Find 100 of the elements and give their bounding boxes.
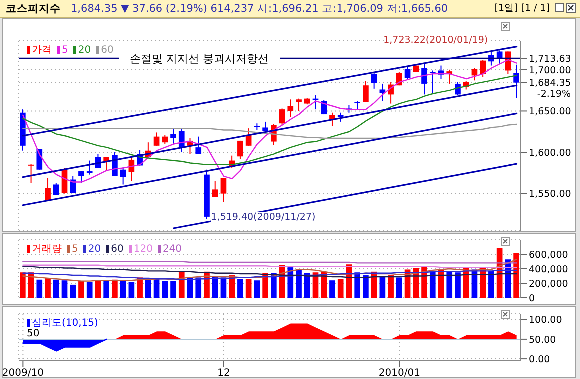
candlestick <box>279 108 286 126</box>
y-tick-label: 600,000 <box>529 250 568 261</box>
y-tick-label: 1,684.35 <box>529 78 572 90</box>
bar <box>212 276 218 298</box>
bar <box>296 269 302 298</box>
bar <box>254 280 260 298</box>
legend-label: 240 <box>162 244 182 254</box>
candlestick <box>120 166 126 186</box>
candlestick <box>238 140 244 160</box>
candlestick <box>86 160 93 176</box>
bar <box>53 280 60 298</box>
legend-label: 20 <box>77 44 92 56</box>
candlestick <box>496 50 503 65</box>
line-series <box>22 266 518 278</box>
bar <box>455 272 461 298</box>
candlestick <box>162 134 168 145</box>
text: -2.19% <box>537 88 571 100</box>
ref-line-label: 손절및 지지선 붕괴시저항선 <box>130 52 270 66</box>
candlestick <box>363 80 369 103</box>
bar <box>488 271 494 298</box>
bar <box>446 271 453 298</box>
candlestick <box>480 60 486 78</box>
legend-label: 60 <box>110 244 124 254</box>
legend-label: 20 <box>87 244 102 254</box>
bar <box>430 271 436 298</box>
candlestick <box>212 180 218 198</box>
bar <box>388 276 394 298</box>
y-tick-label: 400,000 <box>529 264 568 276</box>
candlestick <box>170 128 176 145</box>
bar <box>70 284 76 298</box>
candlestick <box>422 64 428 96</box>
candlestick <box>28 164 34 184</box>
bar <box>396 278 402 298</box>
candlestick <box>354 100 360 111</box>
bar <box>514 253 520 298</box>
y-tick-label: 1,550.00 <box>529 189 572 200</box>
bar <box>128 282 135 298</box>
y-tick-label: 100.00 <box>529 315 562 326</box>
bar <box>36 280 43 298</box>
candlestick <box>472 68 478 82</box>
legend-label: 심리도(10,15) <box>31 317 98 329</box>
y-tick-label: 1,713.63 <box>529 54 572 66</box>
bar <box>162 281 168 298</box>
candlestick <box>288 99 294 118</box>
bar <box>95 280 102 298</box>
bar <box>330 280 336 298</box>
candlestick <box>196 136 202 155</box>
bar <box>246 279 252 298</box>
candlestick <box>154 132 160 146</box>
y-tick-label: 1,700.00 <box>529 65 572 76</box>
annotation: 1,519.40(2009/11/27) <box>211 212 316 224</box>
y-tick-label: 0.00 <box>529 354 550 366</box>
candlestick <box>404 66 411 80</box>
legend-label: 120 <box>132 244 153 254</box>
bar <box>120 281 126 298</box>
candlestick <box>430 70 436 94</box>
legend-label: 5 <box>71 244 78 254</box>
bar <box>238 279 244 298</box>
chart-subtitle: 1,684.35 ▼ 37.66 (2.19%) 614,237 시:1,696.21 고:1,706.09 저:1,665.60 <box>71 2 448 16</box>
text: [1일] [1 / 1] <box>494 2 550 15</box>
line-series <box>22 258 518 282</box>
candlestick <box>514 64 520 99</box>
ref-line-label: 50 <box>27 328 40 340</box>
candlestick <box>380 83 386 102</box>
bar <box>112 280 118 298</box>
annotation: 1,723.22(2010/01/19) <box>384 34 488 46</box>
y-tick-label: 50.00 <box>529 334 556 346</box>
bar <box>86 282 93 298</box>
bar <box>62 280 68 298</box>
candlestick <box>338 112 344 122</box>
chart-title: 코스피지수 <box>6 2 61 16</box>
bar <box>146 278 152 298</box>
y-tick-label: 0 <box>529 293 536 304</box>
bar <box>338 279 344 298</box>
x-tick-label: 2009/10 <box>2 368 44 379</box>
candlestick <box>53 182 60 196</box>
candlestick <box>262 121 268 132</box>
y-tick-label: 1,600.00 <box>529 148 572 159</box>
y-tick-label: 200,000 <box>529 278 568 290</box>
bar <box>20 272 26 298</box>
candlestick <box>45 178 51 201</box>
bar <box>304 273 310 298</box>
y-tick-label: 1,650.00 <box>529 106 572 118</box>
bar <box>78 281 84 298</box>
candlestick <box>220 178 227 203</box>
bar <box>229 276 235 298</box>
line-series <box>22 270 518 280</box>
x-tick-label: 12 <box>218 368 230 379</box>
bar <box>196 278 202 298</box>
x-tick-label: 2010/01 <box>378 368 420 379</box>
bar <box>104 281 110 298</box>
candlestick <box>178 128 185 154</box>
legend-label: 60 <box>100 44 114 56</box>
candlestick <box>371 72 378 90</box>
bar <box>288 268 294 298</box>
bar <box>363 276 369 298</box>
legend-label: 가격 <box>31 44 52 57</box>
bar <box>45 278 51 298</box>
legend-label: 거래량 <box>31 243 62 256</box>
bar <box>170 281 176 298</box>
